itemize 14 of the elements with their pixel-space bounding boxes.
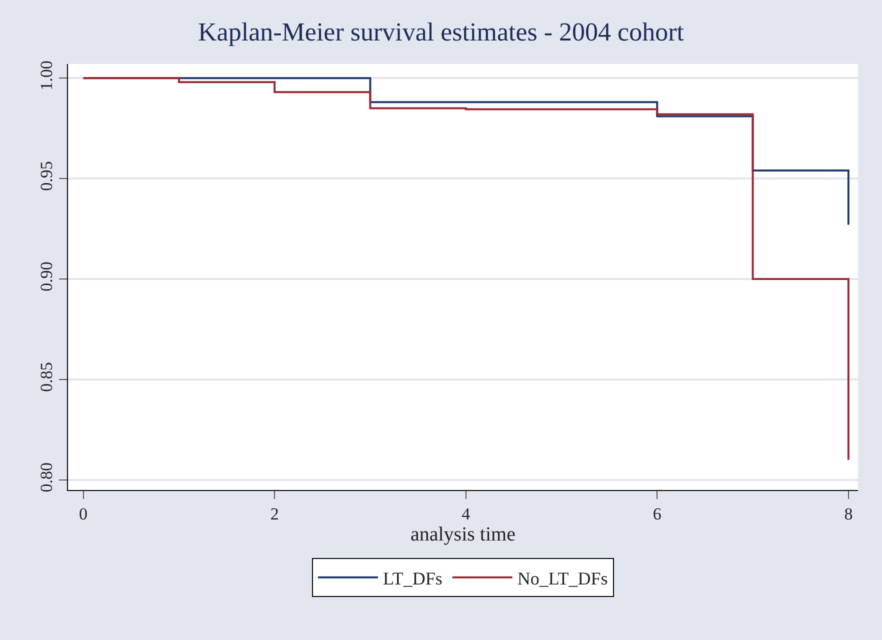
chart-title: Kaplan-Meier survival estimates - 2004 cohort [198, 18, 685, 47]
y-tick-label: 0.80 [37, 462, 56, 492]
legend-label: No_LT_DFs [517, 568, 608, 588]
x-tick-label: 6 [652, 504, 662, 524]
y-tick-label: 1.00 [37, 60, 56, 90]
x-tick-label: 0 [79, 504, 88, 524]
x-tick-label: 4 [462, 504, 471, 524]
legend-label: LT_DFs [383, 568, 442, 588]
x-tick-label: 2 [270, 504, 279, 524]
x-axis-title: analysis time [410, 523, 516, 546]
y-tick-label: 0.85 [37, 362, 56, 392]
x-tick-label: 8 [844, 504, 853, 524]
y-tick-label: 0.95 [37, 161, 56, 191]
y-tick-label: 0.90 [37, 262, 56, 292]
